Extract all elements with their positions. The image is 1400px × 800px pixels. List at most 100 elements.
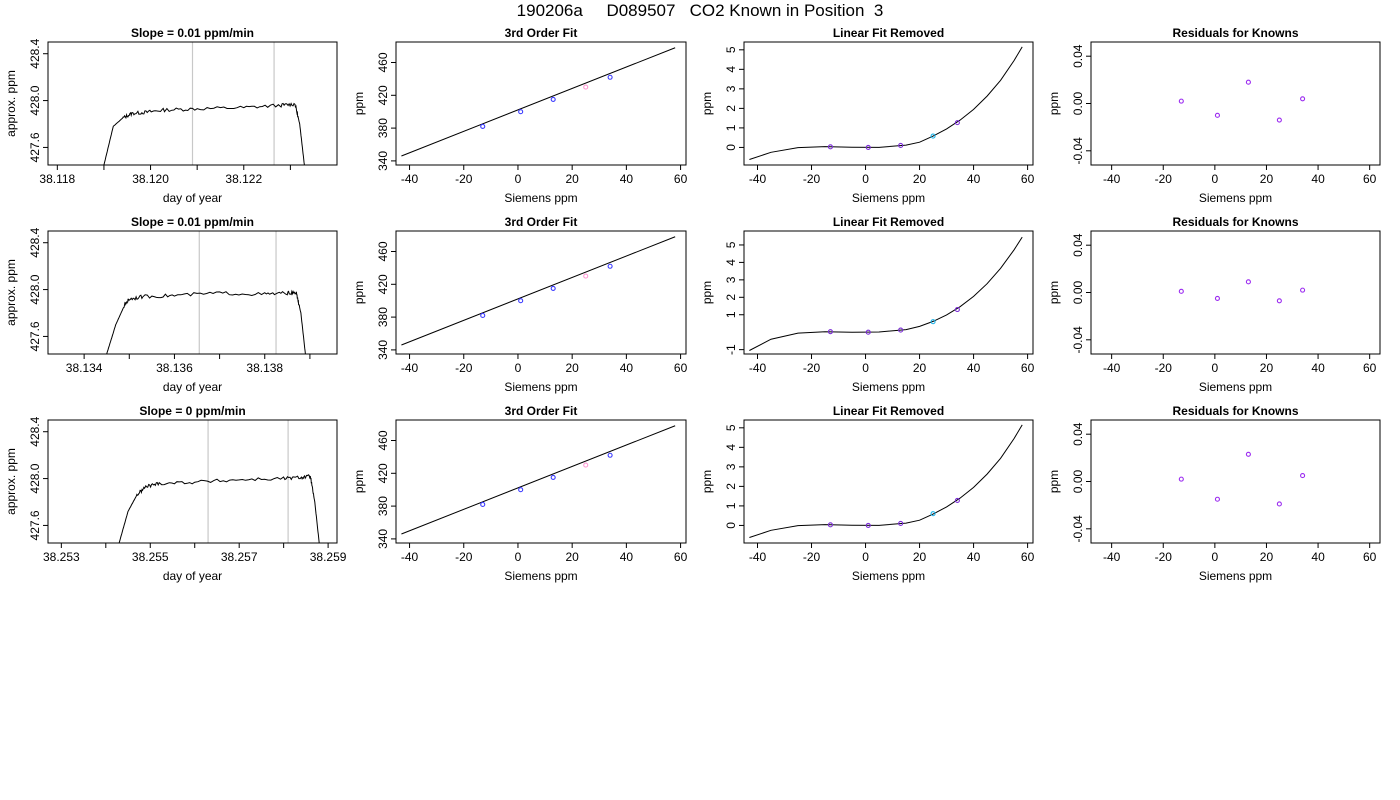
data-point [518,298,524,304]
y-tick-label: 0.00 [1071,469,1085,493]
y-tick-label: 380 [376,496,390,516]
data-point [550,474,556,480]
y-tick-label: 428.0 [28,463,42,493]
x-axis-label: Siemens ppm [1199,569,1272,583]
x-tick-label: -20 [455,361,473,375]
y-tick-label: 460 [376,430,390,450]
y-tick-label: 2 [724,294,738,301]
y-tick-label: 0 [724,144,738,151]
x-axis-label: Siemens ppm [852,380,925,394]
data-point [1276,117,1282,123]
x-tick-label: 60 [674,361,688,375]
plot-frame [743,230,1034,355]
x-tick-label: 60 [1363,172,1377,186]
y-tick-label: 3 [724,463,738,470]
data-point [518,109,524,115]
plot-frame [395,419,687,544]
y-tick-label: 428.4 [28,416,42,446]
y-axis-label: ppm [1047,92,1061,115]
data-point [518,487,524,493]
y-tick-label: 5 [724,424,738,431]
panel-title: Slope = 0.01 ppm/min [131,26,254,40]
plot-frame [743,419,1034,544]
x-tick-label: 20 [913,361,927,375]
x-tick-label: -20 [803,361,821,375]
y-tick-label: 427.6 [28,510,42,540]
x-tick-label: 0 [862,550,869,564]
x-tick-label: 20 [565,361,579,375]
y-tick-label: 2 [724,105,738,112]
x-tick-label: 40 [1311,550,1325,564]
y-tick-label: 0.00 [1071,280,1085,304]
figure-title: 190206a D089507 CO2 Known in Position 3 [516,1,884,20]
data-point [865,522,871,528]
x-tick-label: 38.259 [310,550,347,564]
panel-title: Slope = 0 ppm/min [139,404,245,418]
plot-frame [47,230,338,355]
x-tick-label: -40 [1103,550,1121,564]
data-point [1300,287,1306,293]
data-point [1276,501,1282,507]
data-trace [106,289,306,354]
data-trace [103,102,305,165]
x-tick-label: 38.134 [66,361,103,375]
y-tick-label: 0.04 [1071,233,1085,257]
data-point [865,329,871,335]
y-tick-label: 5 [724,241,738,248]
x-tick-label: -40 [1103,172,1121,186]
x-tick-label: 0 [862,172,869,186]
fit-curve [749,424,1023,538]
data-point [583,273,589,279]
plot-frame [1090,41,1381,166]
x-axis-label: day of year [163,191,222,205]
y-tick-label: -1 [724,344,738,355]
y-tick-label: -0.04 [1071,515,1085,543]
x-tick-label: 60 [674,172,688,186]
y-tick-label: 420 [376,463,390,483]
x-tick-label: 40 [967,550,981,564]
y-axis-label: approx. ppm [4,70,18,137]
data-point [583,462,589,468]
y-tick-label: 427.6 [28,132,42,162]
panel-title: 3rd Order Fit [505,404,578,418]
x-axis-label: day of year [163,380,222,394]
x-tick-label: -20 [1155,361,1173,375]
y-tick-label: 3 [724,85,738,92]
fit-curve [749,46,1023,160]
x-tick-label: 20 [565,172,579,186]
data-point [827,522,833,528]
x-axis-label: Siemens ppm [504,380,577,394]
y-tick-label: 1 [724,124,738,131]
x-tick-label: 20 [1260,550,1274,564]
panel-title: Linear Fit Removed [833,26,944,40]
x-tick-label: -40 [749,172,767,186]
x-tick-label: -40 [401,361,419,375]
data-point [1214,295,1220,301]
y-tick-label: 380 [376,307,390,327]
x-tick-label: 20 [1260,172,1274,186]
y-tick-label: 3 [724,276,738,283]
panel-title: 3rd Order Fit [505,26,578,40]
y-axis-label: ppm [352,92,366,115]
y-tick-label: 420 [376,85,390,105]
y-tick-label: 428.4 [28,38,42,68]
y-axis-label: ppm [1047,470,1061,493]
x-tick-label: 0 [515,361,522,375]
y-axis-label: ppm [700,470,714,493]
y-tick-label: 340 [376,151,390,171]
x-axis-label: Siemens ppm [1199,191,1272,205]
x-tick-label: 60 [1021,172,1035,186]
y-axis-label: ppm [700,281,714,304]
data-point [607,452,613,458]
plot-frame [47,41,338,166]
x-tick-label: -40 [1103,361,1121,375]
y-tick-label: 427.6 [28,321,42,351]
data-point [1300,473,1306,479]
x-tick-label: 60 [674,550,688,564]
x-tick-label: 0 [862,361,869,375]
y-tick-label: -0.04 [1071,326,1085,354]
x-tick-label: -40 [401,172,419,186]
x-tick-label: 60 [1363,550,1377,564]
data-point [550,285,556,291]
